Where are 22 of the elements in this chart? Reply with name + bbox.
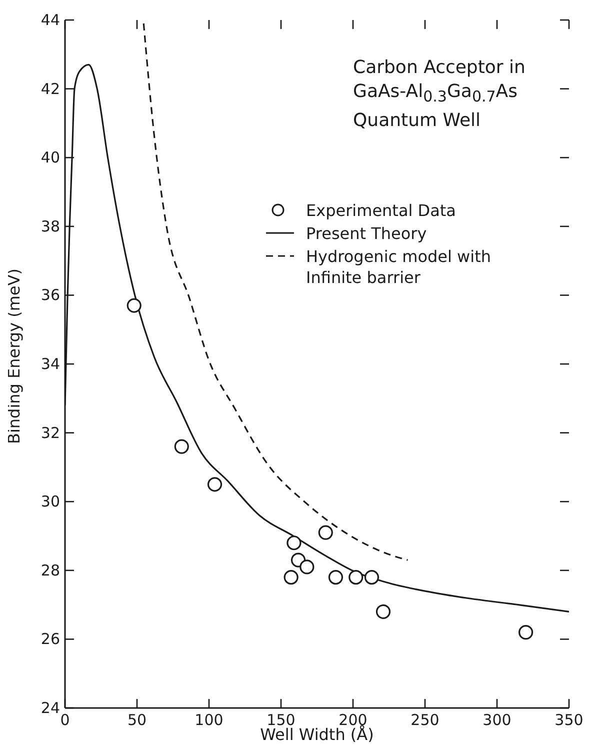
y-tick-label: 28 (40, 561, 60, 580)
x-tick-label: 100 (194, 711, 224, 729)
x-tick-label: 300 (482, 711, 512, 729)
x-tick-label: 250 (410, 711, 440, 729)
y-tick-label: 26 (40, 630, 60, 648)
legend-label: Experimental Data (306, 200, 457, 221)
y-tick-label: 40 (40, 148, 60, 167)
y-tick-label: 32 (40, 424, 60, 442)
y-tick-label: 44 (40, 11, 60, 29)
legend-label: Hydrogenic model with Infinite barrier (306, 246, 492, 288)
y-tick-label: 34 (40, 355, 60, 373)
text: Carbon Acceptor in GaAs-Al$_{0.3}$Ga$_{0.7}$As Quantum Well (353, 56, 526, 133)
legend-label: Present Theory (306, 223, 428, 244)
x-tick-label: 0 (60, 711, 70, 729)
y-tick-label: 36 (40, 286, 60, 304)
x-tick-label: 50 (127, 711, 147, 729)
y-tick-label: 24 (40, 699, 60, 717)
y-tick-label: 30 (40, 492, 60, 511)
y-tick-label: 38 (40, 217, 60, 236)
x-tick-label: 150 (266, 711, 296, 729)
x-tick-label: 350 (554, 711, 584, 729)
y-tick-label: 42 (40, 80, 60, 98)
